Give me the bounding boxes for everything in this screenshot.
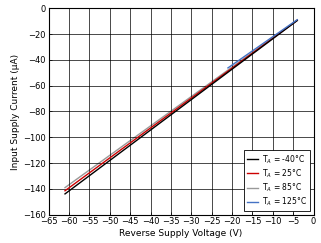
T$_A$ = 25°C <box>91 169 95 172</box>
T$_A$ = 25°C <box>63 189 67 192</box>
T$_A$ = 125°C <box>270 36 273 39</box>
T$_A$ = 125°C <box>276 32 280 35</box>
T$_A$ = 25°C <box>209 82 213 85</box>
Line: T$_A$ = -40°C: T$_A$ = -40°C <box>65 20 297 194</box>
T$_A$ = -40°C <box>155 124 159 127</box>
T$_A$ = 25°C <box>295 19 299 22</box>
T$_A$ = 25°C <box>155 122 159 125</box>
T$_A$ = -40°C <box>209 83 213 86</box>
Legend: T$_A$ = -40°C, T$_A$ = 25°C, T$_A$ = 85°C, T$_A$ = 125°C: T$_A$ = -40°C, T$_A$ = 25°C, T$_A$ = 85°… <box>244 150 310 211</box>
T$_A$ = 85°C <box>232 64 236 67</box>
T$_A$ = 85°C <box>295 19 299 22</box>
T$_A$ = 85°C <box>231 65 235 68</box>
T$_A$ = -40°C <box>63 192 67 195</box>
T$_A$ = 125°C <box>254 47 257 50</box>
T$_A$ = 125°C <box>248 51 252 54</box>
T$_A$ = 85°C <box>91 166 95 169</box>
T$_A$ = 85°C <box>63 186 67 189</box>
T$_A$ = -40°C <box>139 136 143 139</box>
Line: T$_A$ = 25°C: T$_A$ = 25°C <box>65 20 297 191</box>
T$_A$ = 25°C <box>139 134 143 137</box>
T$_A$ = 125°C <box>276 31 280 34</box>
T$_A$ = -40°C <box>232 66 236 69</box>
T$_A$ = -40°C <box>231 67 235 70</box>
T$_A$ = -40°C <box>91 172 95 174</box>
X-axis label: Reverse Supply Voltage (V): Reverse Supply Voltage (V) <box>119 229 243 238</box>
T$_A$ = 85°C <box>155 120 159 123</box>
T$_A$ = -40°C <box>295 19 299 22</box>
Y-axis label: Input Supply Current (μA): Input Supply Current (μA) <box>11 53 20 170</box>
Line: T$_A$ = 85°C: T$_A$ = 85°C <box>65 20 297 188</box>
T$_A$ = 125°C <box>226 66 230 69</box>
T$_A$ = 125°C <box>295 18 299 21</box>
T$_A$ = 85°C <box>139 132 143 135</box>
T$_A$ = 85°C <box>209 81 213 84</box>
T$_A$ = 125°C <box>234 61 238 64</box>
Line: T$_A$ = 125°C: T$_A$ = 125°C <box>228 20 297 68</box>
T$_A$ = 25°C <box>232 65 236 68</box>
T$_A$ = 25°C <box>231 66 235 69</box>
